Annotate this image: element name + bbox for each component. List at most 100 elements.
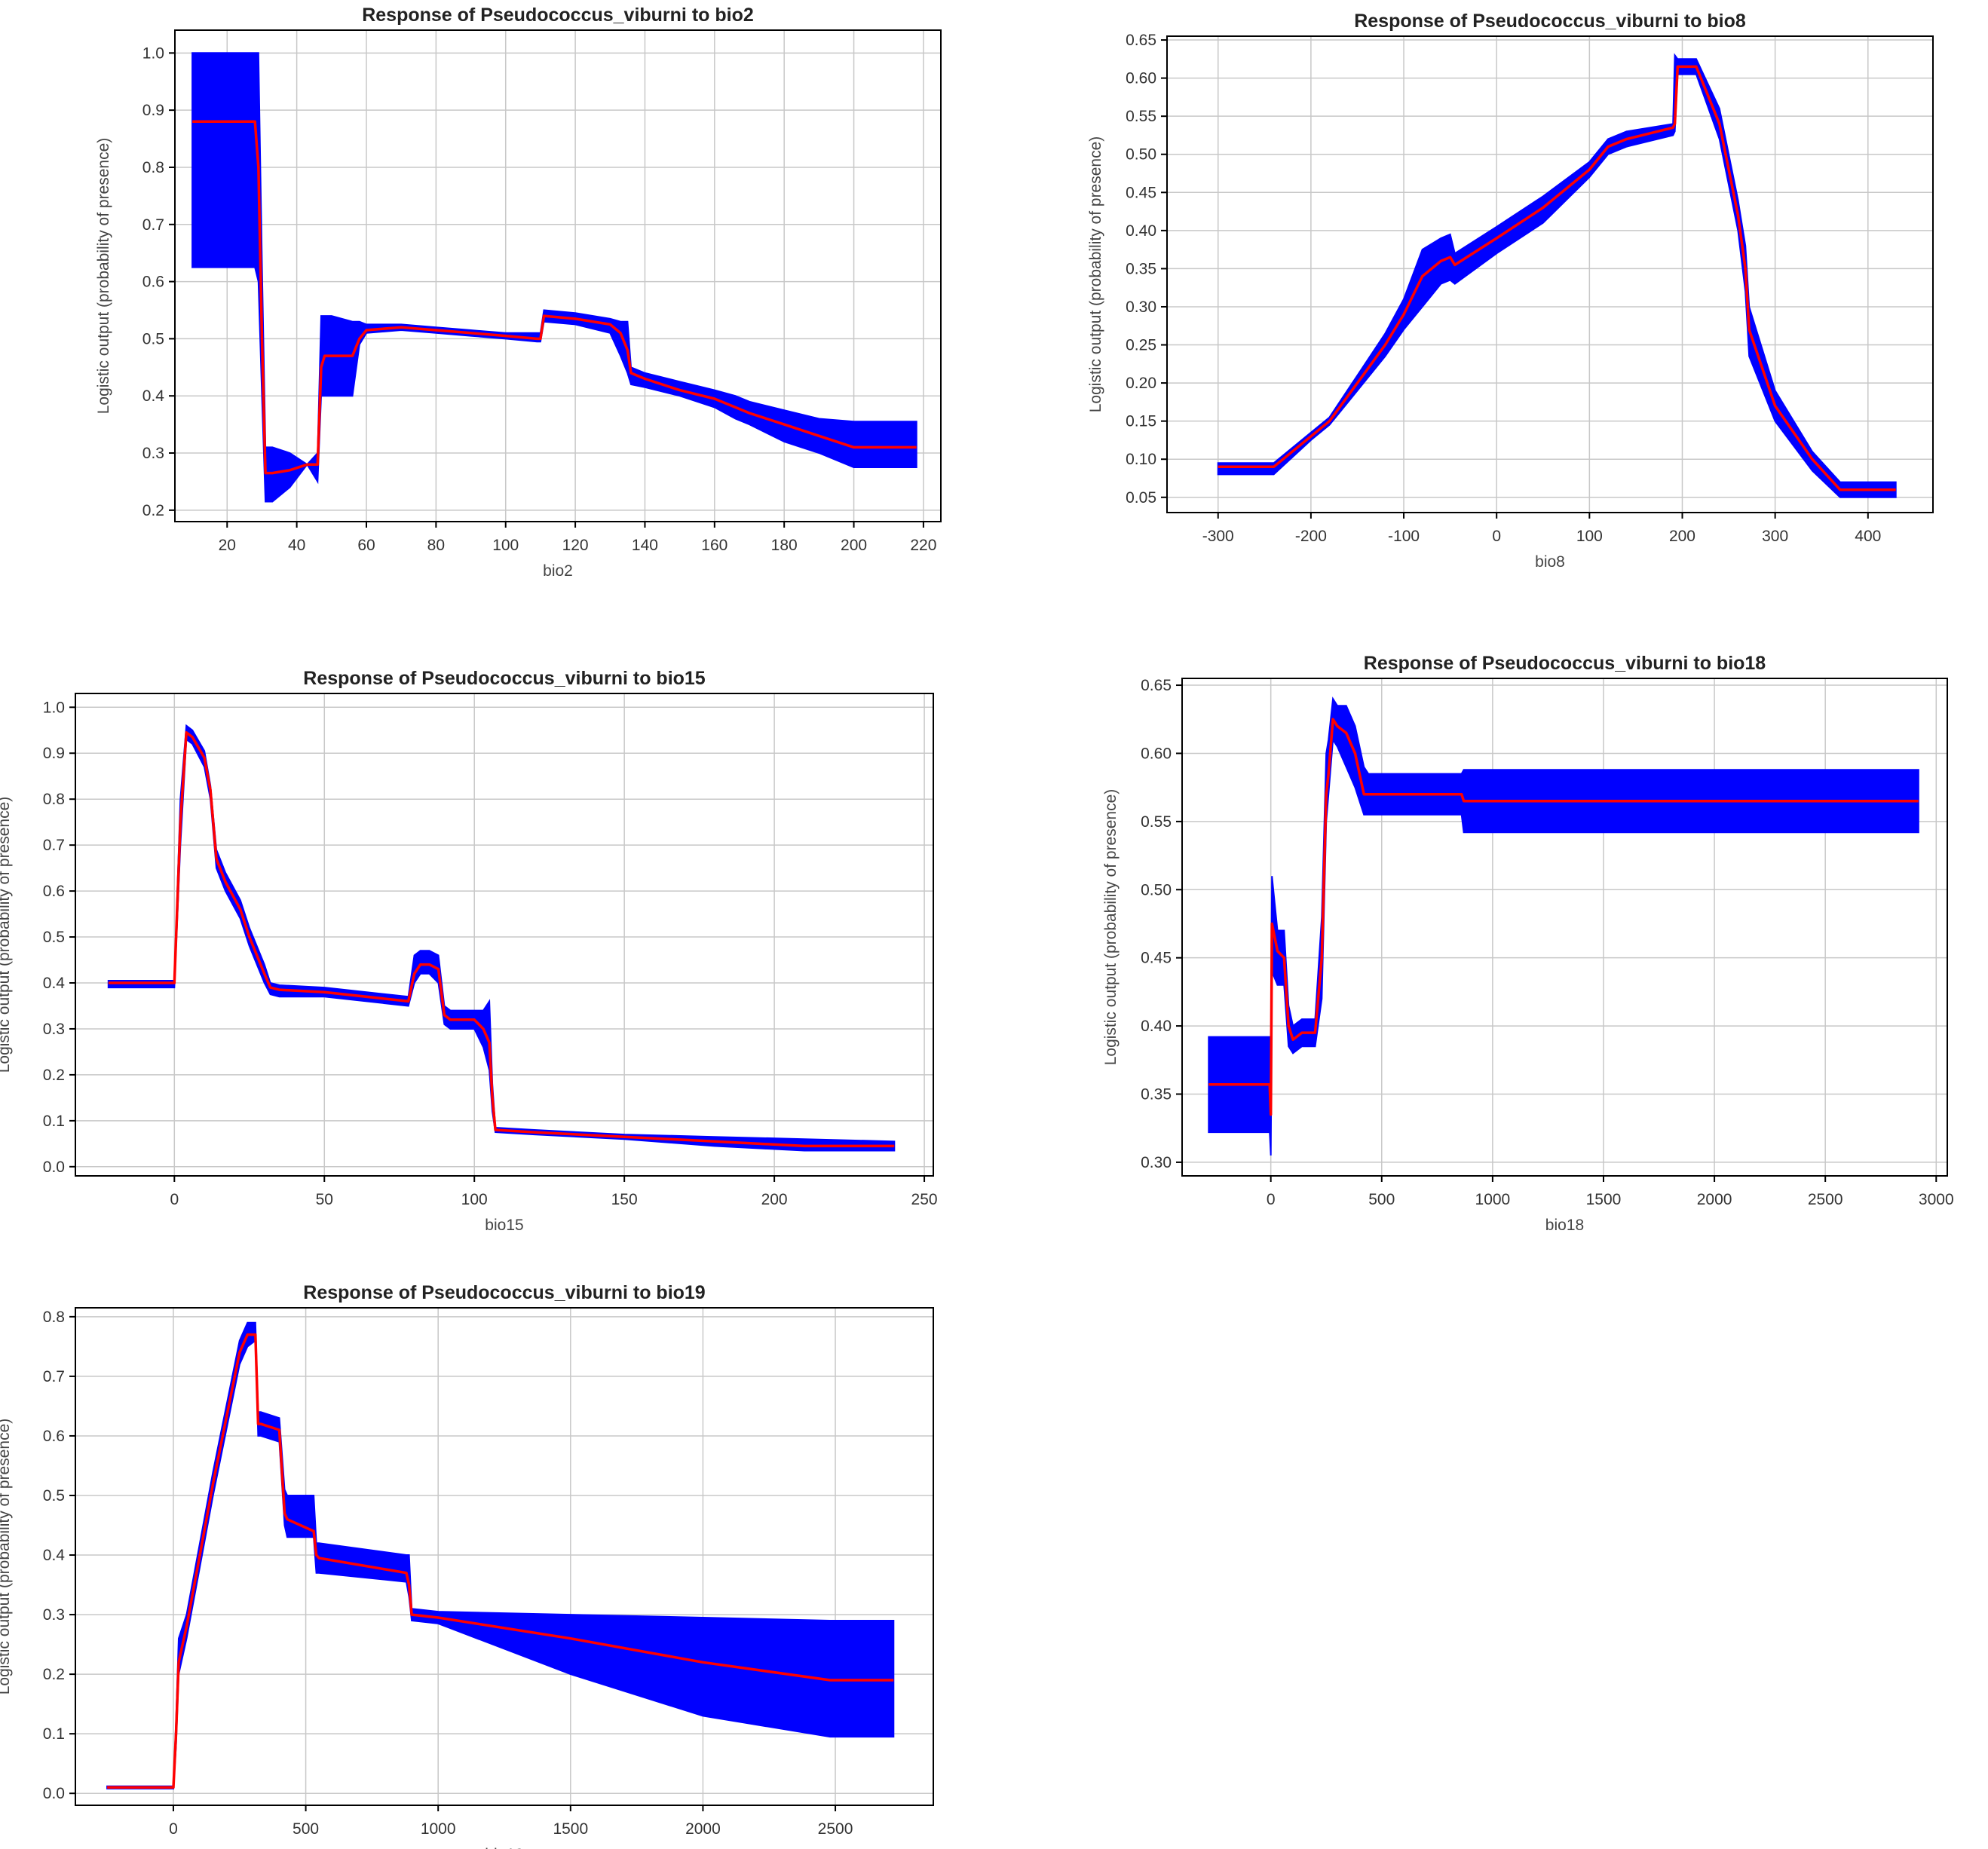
y-tick-label: 0.5 [43,1487,65,1505]
plot-frame [1181,678,1948,1177]
y-tick-label: 0.1 [43,1725,65,1743]
mean-response-line [1218,65,1896,491]
y-tick-label: 0.55 [1141,813,1172,831]
confidence-band [1208,696,1919,1156]
y-tick-label: 0.4 [43,1547,66,1564]
chart-title: Response of Pseudococcus_viburni to bio1… [303,1282,705,1303]
y-tick-label: 0.4 [142,387,165,405]
y-tick-label: 0.7 [43,837,65,854]
y-tick-label: 0.05 [1126,489,1156,507]
y-tick-label: 0.5 [43,929,65,946]
x-tick-label: 1500 [553,1820,588,1838]
mean-response-line [192,120,917,475]
plot-frame [75,1307,934,1806]
plot-frame [1166,35,1934,513]
y-tick-label: 0.9 [43,745,65,762]
y-tick-label: 0.0 [43,1159,65,1176]
x-axis-label: bio18 [1545,1217,1584,1234]
x-tick-label: 1000 [1475,1191,1511,1208]
confidence-band [107,724,896,1152]
y-tick-label: 0.2 [142,502,164,519]
y-tick-label: 0.20 [1126,375,1156,392]
x-tick-label: 200 [841,537,867,554]
x-tick-label: 200 [761,1191,788,1208]
y-tick-label: 0.3 [43,1606,65,1624]
y-tick-label: 0.3 [43,1021,65,1038]
x-tick-label: 60 [357,537,375,554]
chart-title: Response of Pseudococcus_viburni to bio8 [1354,11,1746,32]
y-axis-label: Logistic output (probability of presence… [95,138,112,415]
y-axis-label: Logistic output (probability of presence… [0,1419,13,1695]
confidence-band [106,1321,895,1789]
x-tick-label: 100 [461,1191,488,1208]
x-tick-label: 20 [219,537,236,554]
y-tick-label: 0.35 [1141,1086,1172,1104]
y-tick-label: 0.4 [43,975,66,992]
x-axis-label: bio15 [485,1217,523,1234]
y-tick-label: 0.30 [1141,1154,1172,1171]
x-tick-label: 1500 [1586,1191,1622,1208]
x-tick-label: 160 [701,537,728,554]
y-tick-label: 0.35 [1126,260,1156,277]
y-tick-label: 0.2 [43,1067,65,1084]
y-tick-label: 0.6 [43,883,65,900]
x-tick-label: 500 [293,1820,319,1838]
y-tick-label: 0.1 [43,1113,65,1130]
plot-frame [75,693,934,1177]
x-tick-label: 150 [611,1191,638,1208]
x-tick-label: 100 [1576,528,1603,545]
x-axis-label: bio8 [1535,553,1565,571]
x-tick-label: 2500 [818,1820,853,1838]
x-axis-label: bio19 [485,1846,523,1849]
y-tick-label: 0.30 [1126,298,1156,316]
y-tick-label: 0.8 [142,159,164,176]
mean-response-line [1208,718,1919,1116]
y-tick-label: 0.8 [43,791,65,808]
x-tick-label: -100 [1388,528,1420,545]
y-axis-label: Logistic output (probability of presence… [1102,789,1120,1066]
x-tick-label: 140 [632,537,658,554]
x-tick-label: 120 [562,537,589,554]
y-tick-label: 1.0 [43,699,65,716]
response-chart-bio19: 0 500 1000 1500 2000 2500 0.0 0.1 0.2 0.3 0.4 0.5 0.… [0,1282,934,1849]
y-tick-label: 0.7 [43,1368,65,1385]
x-tick-label: -300 [1202,528,1234,545]
x-tick-label: 40 [288,537,305,554]
response-chart-bio8: -300 -200 -100 0 100 200 300 400 0.05 0.10 0.15 0.2… [1087,11,1934,571]
y-tick-label: 1.0 [142,44,164,62]
y-tick-label: 0.50 [1141,881,1172,898]
y-tick-label: 0.7 [142,216,164,234]
response-chart-bio15: 0 50 100 150 200 250 0.0 0.1 0.2 0.3 0.4 0.5 0.6 0.7 0… [0,668,938,1234]
y-tick-label: 0.65 [1141,677,1172,694]
x-tick-label: 3000 [1919,1191,1954,1208]
y-tick-label: 0.40 [1141,1018,1172,1035]
y-tick-label: 0.15 [1126,413,1156,430]
y-axis-label: Logistic output (probability of presence… [0,797,13,1073]
x-tick-label: 0 [169,1820,178,1838]
x-tick-label: 500 [1368,1191,1395,1208]
x-tick-label: 300 [1762,528,1788,545]
chart-title: Response of Pseudococcus_viburni to bio2 [362,5,754,26]
y-tick-label: 0.50 [1126,146,1156,164]
y-tick-label: 0.55 [1126,108,1156,125]
x-tick-label: 0 [1492,528,1501,545]
x-tick-label: 50 [316,1191,333,1208]
response-chart-bio18: 0 500 1000 1500 2000 2500 3000 0.30 0.35 0.40 0.45… [1102,653,1954,1234]
y-tick-label: 0.2 [43,1666,65,1683]
y-tick-label: 0.5 [142,330,164,347]
y-tick-label: 0.10 [1126,451,1156,468]
y-tick-label: 0.40 [1126,222,1156,240]
y-tick-label: 0.60 [1126,70,1156,87]
x-tick-label: 2000 [685,1820,721,1838]
y-tick-label: 0.60 [1141,745,1172,762]
y-tick-label: 0.6 [43,1428,65,1445]
mean-response-line [108,731,895,1148]
x-tick-label: 200 [1669,528,1695,545]
response-chart-bio2: 20 40 60 80 100 120 140 160 180 200 220 0.2 0.3 0.4 0.… [95,5,942,580]
y-tick-label: 0.25 [1126,337,1156,354]
x-tick-label: 400 [1855,528,1881,545]
x-tick-label: 220 [910,537,936,554]
confidence-band [1217,53,1897,498]
plot-area [75,693,933,1176]
chart-title: Response of Pseudococcus_viburni to bio1… [1364,653,1766,674]
